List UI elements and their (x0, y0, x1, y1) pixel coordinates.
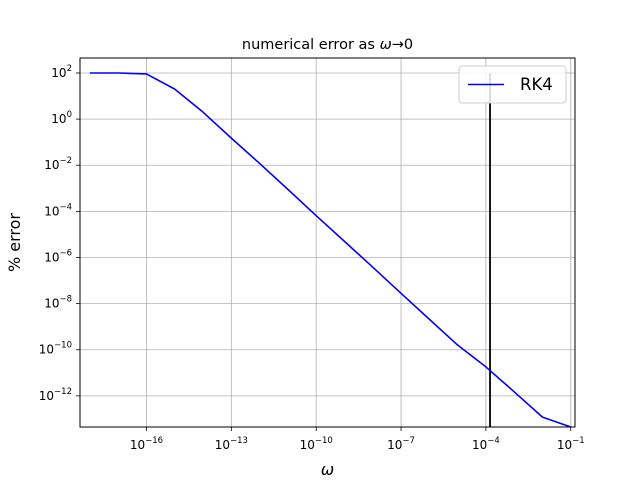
y-tick-label: 10−6 (44, 248, 72, 264)
x-axis-label: ω (321, 460, 334, 479)
x-tick-label: 10−10 (300, 436, 333, 452)
y-tick-label: 10−4 (44, 202, 72, 218)
x-axis-ticks: 10−16 10−13 10−10 10−7 10−4 10−1 (130, 427, 585, 452)
y-tick-label: 10−8 (44, 295, 72, 311)
grid (80, 58, 575, 427)
plot-frame (79, 57, 576, 428)
x-tick-label: 10−7 (387, 436, 415, 452)
y-axis-label: % error (5, 213, 24, 272)
y-tick-label: 10−2 (44, 156, 72, 172)
legend-box (458, 65, 567, 104)
legend-label-rk4: RK4 (520, 75, 553, 94)
series-layer (89, 72, 572, 428)
legend: RK4 (458, 65, 567, 104)
series-line-rk4 (89, 72, 572, 428)
y-tick-label: 10−12 (39, 387, 72, 403)
y-tick-label: 100 (51, 110, 72, 126)
title-omega-symbol: ω (380, 37, 392, 53)
y-tick-label: 10−10 (39, 341, 72, 357)
x-tick-label: 10−13 (215, 436, 248, 452)
x-tick-label: 10−1 (557, 436, 585, 452)
chart-title: numerical error as ω→0 (242, 37, 413, 53)
x-tick-label: 10−16 (130, 436, 163, 452)
y-axis-ticks: 102 100 10−2 10−4 10−6 10−8 10−10 10−12 (39, 64, 80, 403)
x-tick-label: 10−4 (472, 436, 500, 452)
y-tick-label: 102 (51, 64, 72, 80)
